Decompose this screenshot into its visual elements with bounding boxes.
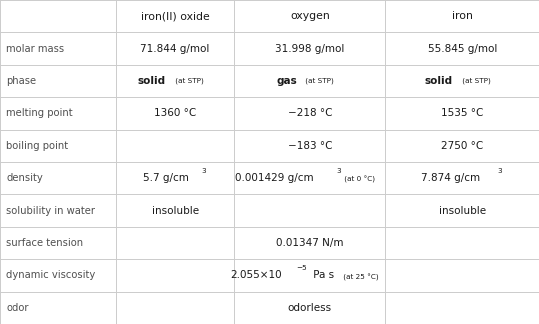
Text: oxygen: oxygen [290, 11, 330, 21]
Text: 1360 °C: 1360 °C [154, 109, 196, 118]
Text: odorless: odorless [288, 303, 332, 313]
Text: solid: solid [424, 76, 452, 86]
Text: boiling point: boiling point [6, 141, 68, 151]
Text: iron(II) oxide: iron(II) oxide [141, 11, 210, 21]
Text: 0.01347 N/m: 0.01347 N/m [276, 238, 344, 248]
Text: 3: 3 [336, 168, 341, 174]
Text: 31.998 g/mol: 31.998 g/mol [275, 44, 344, 53]
Text: density: density [6, 173, 43, 183]
Text: solubility in water: solubility in water [6, 206, 95, 215]
Text: dynamic viscosity: dynamic viscosity [6, 271, 96, 280]
Text: iron: iron [452, 11, 473, 21]
Text: gas: gas [277, 76, 298, 86]
Text: phase: phase [6, 76, 37, 86]
Text: −5: −5 [296, 265, 307, 271]
Text: 5.7 g/cm: 5.7 g/cm [143, 173, 189, 183]
Text: melting point: melting point [6, 109, 73, 118]
Text: (at STP): (at STP) [174, 78, 204, 84]
Text: −183 °C: −183 °C [288, 141, 332, 151]
Text: (at 25 °C): (at 25 °C) [342, 273, 379, 281]
Text: Pa s: Pa s [310, 271, 335, 280]
Text: (at 0 °C): (at 0 °C) [342, 176, 375, 183]
Text: surface tension: surface tension [6, 238, 84, 248]
Text: −218 °C: −218 °C [288, 109, 332, 118]
Text: molar mass: molar mass [6, 44, 65, 53]
Text: 71.844 g/mol: 71.844 g/mol [141, 44, 210, 53]
Text: insoluble: insoluble [439, 206, 486, 215]
Text: 7.874 g/cm: 7.874 g/cm [421, 173, 480, 183]
Text: insoluble: insoluble [151, 206, 199, 215]
Text: (at STP): (at STP) [460, 78, 491, 84]
Text: 0.001429 g/cm: 0.001429 g/cm [235, 173, 314, 183]
Text: 1535 °C: 1535 °C [441, 109, 483, 118]
Text: 55.845 g/mol: 55.845 g/mol [427, 44, 497, 53]
Text: 3: 3 [497, 168, 502, 174]
Text: solid: solid [137, 76, 165, 86]
Text: 2750 °C: 2750 °C [441, 141, 483, 151]
Text: (at STP): (at STP) [303, 78, 334, 84]
Text: 3: 3 [202, 168, 206, 174]
Text: 2.055×10: 2.055×10 [230, 271, 281, 280]
Text: odor: odor [6, 303, 29, 313]
